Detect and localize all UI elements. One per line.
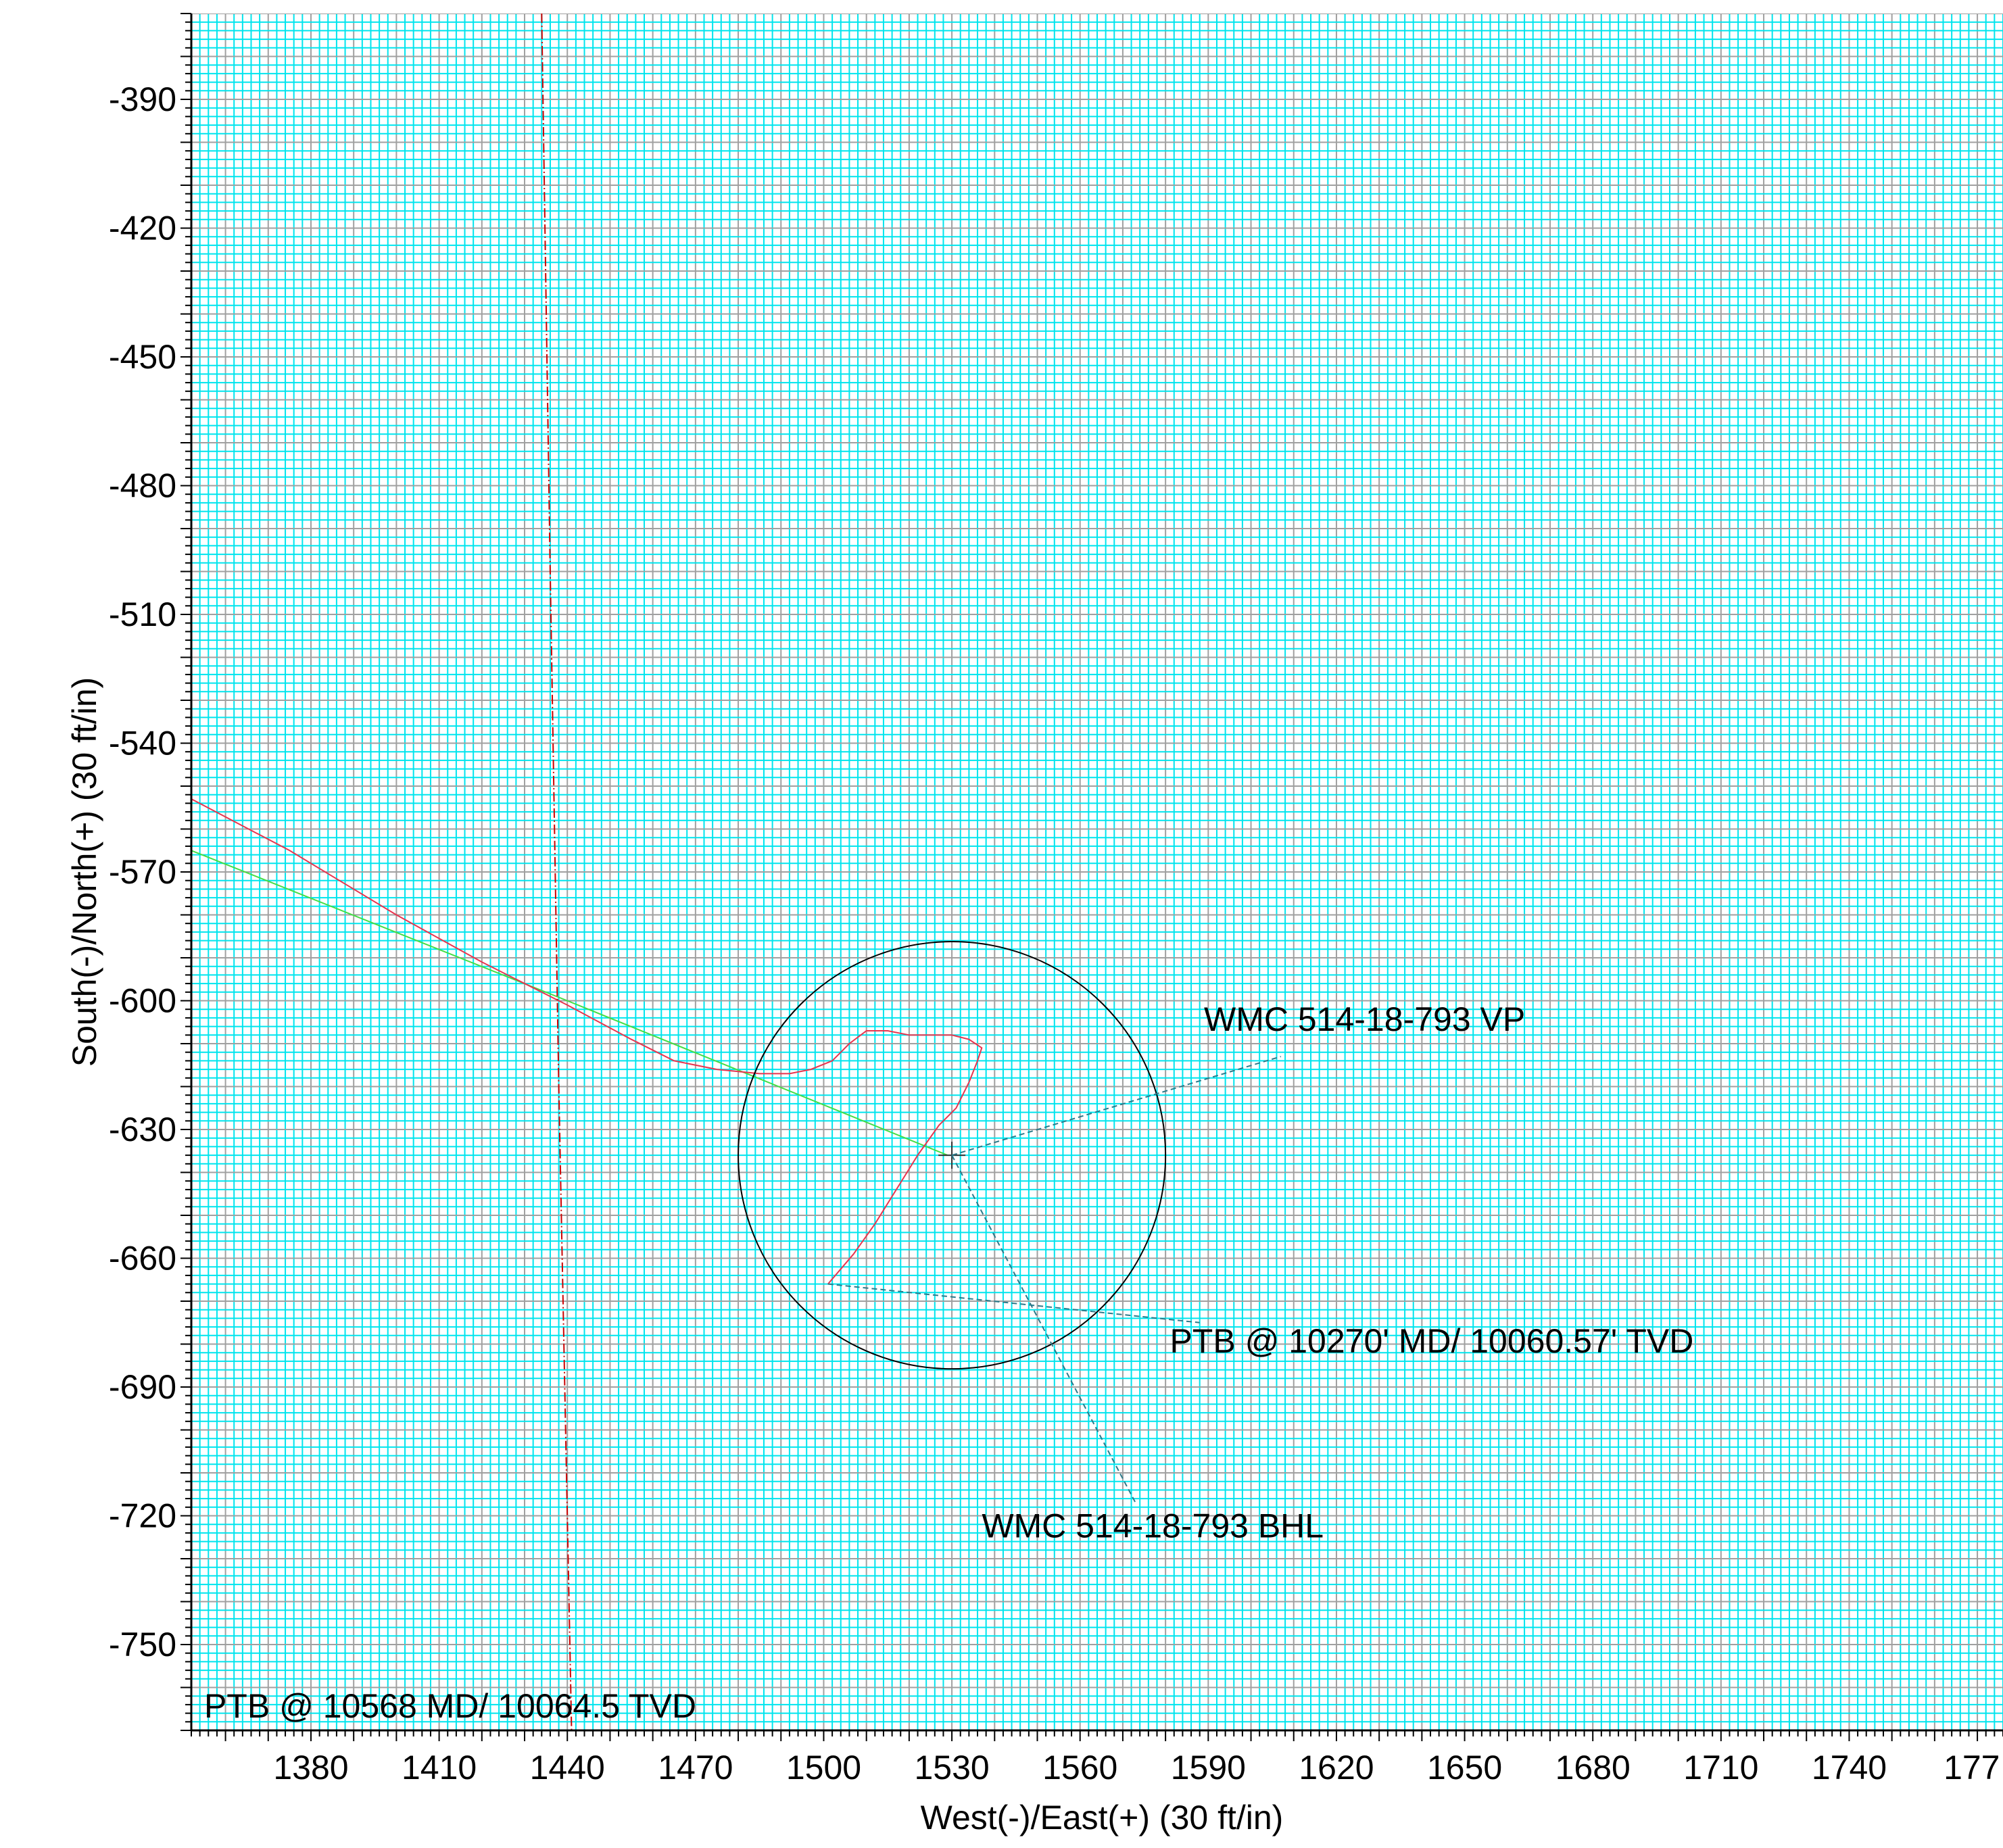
y-tick-label: -570: [109, 853, 176, 891]
x-tick-label: 1530: [914, 1749, 989, 1786]
x-tick-label: 1410: [402, 1749, 477, 1786]
annotation-leader-2: [827, 1283, 1200, 1323]
series-line-1: [191, 850, 948, 1157]
y-tick-label: -660: [109, 1240, 176, 1278]
y-tick-label: -600: [109, 982, 176, 1020]
x-tick-label: 1740: [1812, 1749, 1887, 1786]
x-tick-label: 1440: [530, 1749, 605, 1786]
x-tick-label: 1680: [1555, 1749, 1631, 1786]
y-tick-label: -480: [109, 467, 176, 505]
annotation-leader-1: [951, 1056, 1282, 1157]
y-tick-label: -750: [109, 1626, 176, 1663]
x-tick-label: 177: [1944, 1749, 2000, 1786]
x-tick-label: 1650: [1427, 1749, 1502, 1786]
x-axis-label: West(-)/East(+) (30 ft/in): [921, 1799, 1284, 1837]
y-tick-label: -630: [109, 1111, 176, 1148]
y-tick-label: -390: [109, 80, 176, 118]
series-line-2: [191, 798, 983, 1285]
y-tick-label: -450: [109, 338, 176, 376]
series-line-3: [541, 14, 573, 1730]
x-tick-label: 1380: [273, 1749, 348, 1786]
y-axis-label: South(-)/North(+) (30 ft/in): [66, 677, 103, 1067]
x-tick-label: 1620: [1299, 1749, 1374, 1786]
grid: [191, 14, 2003, 1730]
x-tick-label: 1500: [786, 1749, 861, 1786]
y-tick-label: -420: [109, 210, 176, 247]
annotation-label-1: WMC 514-18-793 VP: [1204, 1000, 1525, 1038]
y-tick-label: -690: [109, 1368, 176, 1406]
y-tick-label: -510: [109, 595, 176, 633]
y-tick-label: -720: [109, 1497, 176, 1535]
target-circle: [738, 941, 1167, 1370]
annotation-label-3: WMC 514-18-793 BHL: [982, 1507, 1324, 1545]
series-group: [191, 14, 983, 1730]
annotation-label-2: PTB @ 10270' MD/ 10060.57' TVD: [1169, 1322, 1693, 1360]
leader-lines: [827, 1056, 1282, 1503]
y-tick-label: -540: [109, 725, 176, 762]
x-tick-label: 1590: [1171, 1749, 1246, 1786]
annotations: WMC 514-18-793 VP PTB @ 10270' MD/ 10060.…: [204, 1000, 1693, 1725]
annotation-leader-3: [951, 1154, 1136, 1503]
axes: -390 -420 -450 -480 -510 -540 -570 -600 -630 -660…: [109, 13, 2003, 1786]
x-tick-label: 1560: [1042, 1749, 1117, 1786]
x-tick-label: 1710: [1683, 1749, 1758, 1786]
annotation-label-4: PTB @ 10568 MD/ 10064.5 TVD: [204, 1687, 696, 1725]
x-tick-label: 1470: [658, 1749, 733, 1786]
